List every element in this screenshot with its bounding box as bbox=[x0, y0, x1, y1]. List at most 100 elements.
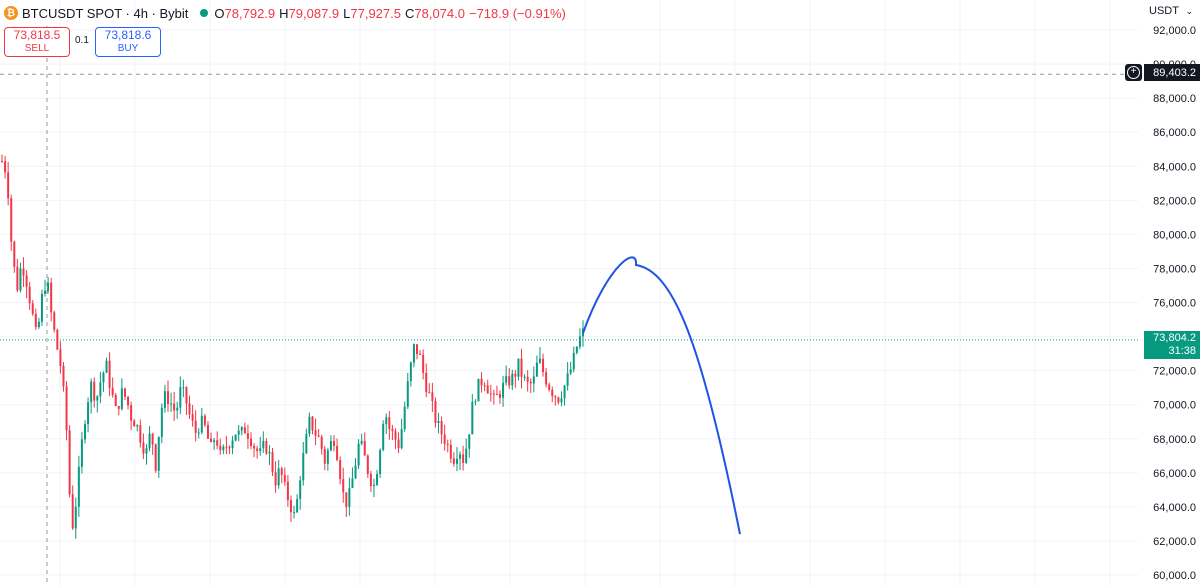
price-axis[interactable]: 60,000.0 62,000.0 64,000.0 66,000.0 68,000.0… bbox=[1153, 25, 1196, 582]
candle-body bbox=[176, 407, 179, 411]
candle-body bbox=[437, 421, 440, 423]
candle-body bbox=[366, 455, 369, 474]
ohlc-close-value: 78,074.0 bbox=[414, 5, 465, 21]
candle-body bbox=[342, 479, 345, 493]
candle-body bbox=[170, 403, 173, 405]
candle-body bbox=[563, 385, 566, 399]
chart-legend: ₿ BTCUSDT SPOT · 4h · Bybit O 78,792.9 H… bbox=[4, 4, 570, 22]
candle-body bbox=[360, 440, 363, 444]
candle-body bbox=[529, 381, 532, 384]
candle-body bbox=[200, 415, 203, 433]
candle-body bbox=[354, 465, 357, 479]
add-alert-button[interactable]: + bbox=[1125, 64, 1142, 81]
sell-price: 73,818.5 bbox=[13, 28, 61, 42]
candle-body bbox=[569, 369, 572, 374]
sell-label: SELL bbox=[24, 43, 50, 54]
candle-body bbox=[157, 436, 160, 471]
candle-body bbox=[16, 266, 19, 291]
crosshair-price-label: 89,403.2 bbox=[1144, 64, 1200, 81]
candle-body bbox=[542, 358, 545, 373]
ohlc-low-value: 77,927.5 bbox=[350, 5, 401, 21]
y-tick-label: 62,000.0 bbox=[1153, 536, 1196, 548]
candle-body bbox=[308, 416, 311, 434]
candle-body bbox=[160, 407, 163, 437]
candle-body bbox=[535, 362, 538, 377]
candle-body bbox=[216, 440, 219, 446]
candle-body bbox=[139, 425, 142, 443]
candle-body bbox=[31, 303, 34, 314]
candle-body bbox=[136, 425, 139, 427]
candle-body bbox=[416, 344, 418, 354]
candle-body bbox=[425, 372, 428, 393]
candle-body bbox=[551, 389, 554, 397]
last-price-label: 73,804.2 31:38 bbox=[1144, 331, 1200, 359]
candle-body bbox=[283, 474, 286, 482]
currency-label: USDT bbox=[1149, 5, 1179, 17]
y-tick-label: 86,000.0 bbox=[1153, 127, 1196, 139]
ohlc-high-key: H bbox=[279, 5, 289, 21]
candle-body bbox=[225, 446, 228, 448]
candle-body bbox=[274, 472, 277, 486]
candle-body bbox=[203, 415, 206, 425]
order-quantity[interactable]: 0.1 bbox=[75, 35, 89, 46]
candle-body bbox=[228, 447, 231, 449]
candle-body bbox=[372, 484, 375, 486]
candle-body bbox=[326, 450, 329, 464]
candle-body bbox=[84, 424, 86, 440]
candle-body bbox=[449, 444, 452, 459]
candle-body bbox=[19, 268, 22, 291]
candle-body bbox=[483, 385, 486, 387]
candle-body bbox=[250, 438, 252, 446]
candle-body bbox=[130, 405, 133, 421]
candle-body bbox=[145, 448, 148, 454]
candle-body bbox=[336, 445, 339, 461]
candle-body bbox=[385, 417, 388, 425]
symbol-title[interactable]: BTCUSDT SPOT · 4h · Bybit bbox=[22, 5, 189, 21]
candle-body bbox=[403, 406, 406, 430]
y-tick-label: 68,000.0 bbox=[1153, 434, 1196, 446]
candle-body bbox=[80, 439, 83, 467]
candle-body bbox=[185, 387, 188, 404]
candle-body bbox=[554, 396, 557, 398]
candle-body bbox=[379, 450, 382, 474]
candle-body bbox=[296, 498, 299, 513]
candle-body bbox=[1, 161, 3, 163]
candle-body bbox=[167, 391, 169, 404]
ohlc-low-key: L bbox=[343, 5, 351, 21]
candle-body bbox=[243, 427, 246, 434]
candle-body bbox=[505, 376, 508, 383]
candle-body bbox=[28, 286, 31, 304]
candle-body bbox=[348, 487, 351, 507]
candle-body bbox=[323, 448, 326, 464]
candle-body bbox=[210, 438, 213, 443]
ohlc-open-key: O bbox=[214, 5, 225, 21]
candle-body bbox=[120, 388, 123, 409]
currency-selector[interactable]: USDT ⌄ bbox=[1145, 2, 1197, 20]
candle-body bbox=[4, 161, 7, 173]
candle-body bbox=[206, 424, 209, 439]
candle-body bbox=[523, 376, 526, 378]
candle-body bbox=[302, 453, 305, 481]
candle-body bbox=[317, 435, 320, 437]
candle-body bbox=[7, 172, 10, 199]
candle-body bbox=[452, 458, 455, 464]
candle-body bbox=[99, 382, 102, 397]
market-status-icon bbox=[200, 9, 209, 17]
candle-body bbox=[133, 420, 136, 427]
chart-grid bbox=[0, 0, 1138, 586]
candle-body bbox=[286, 481, 289, 501]
candle-body bbox=[311, 416, 314, 431]
bitcoin-icon: ₿ bbox=[4, 6, 18, 20]
candle-body bbox=[271, 452, 274, 473]
candle-body bbox=[77, 466, 80, 507]
ohlc-high-value: 79,087.9 bbox=[288, 5, 340, 21]
candle-body bbox=[320, 436, 323, 449]
candle-body bbox=[329, 441, 332, 451]
candle-body bbox=[154, 444, 157, 471]
buy-button[interactable]: 73,818.6 BUY bbox=[95, 27, 161, 57]
sell-button[interactable]: 73,818.5 SELL bbox=[4, 27, 70, 57]
candle-body bbox=[219, 445, 222, 451]
candle-body bbox=[188, 403, 191, 415]
candle-body bbox=[173, 403, 176, 411]
